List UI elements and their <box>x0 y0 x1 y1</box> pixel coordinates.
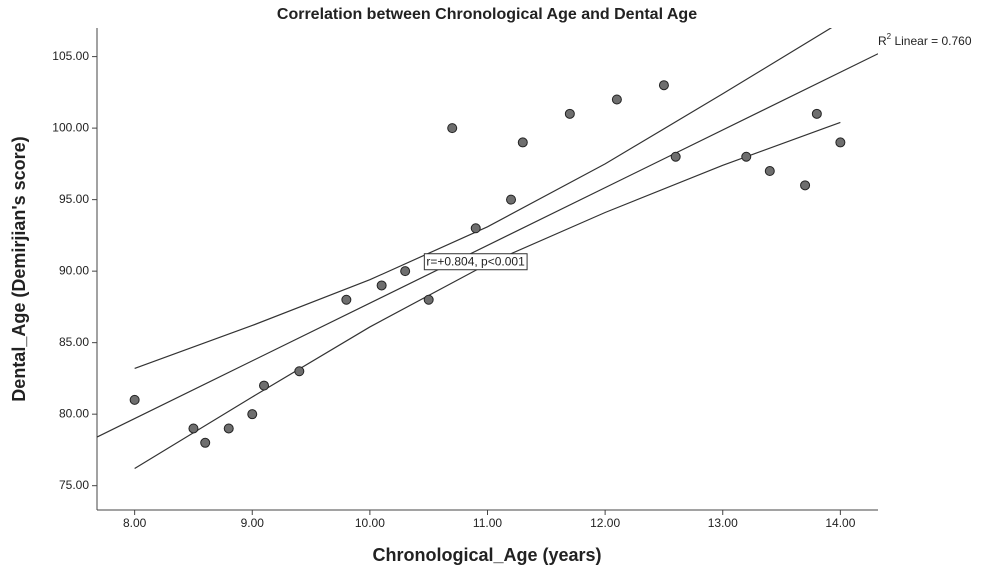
point <box>341 294 352 305</box>
point <box>611 94 622 105</box>
point <box>259 380 270 391</box>
r2-base: R <box>878 34 887 48</box>
point <box>811 108 822 119</box>
point <box>564 108 575 119</box>
point <box>423 294 434 305</box>
y-tick-label: 100.00 <box>52 120 89 134</box>
y-tick-label: 95.00 <box>59 192 89 206</box>
x-tick-label: 14.00 <box>825 516 855 530</box>
point <box>188 423 199 434</box>
x-tick-label: 10.00 <box>355 516 385 530</box>
point <box>400 266 411 277</box>
r2-rest: Linear = 0.760 <box>891 34 972 48</box>
ci-upper-line <box>134 28 833 369</box>
annotation-box <box>423 253 528 271</box>
point <box>658 80 669 91</box>
x-tick-label: 13.00 <box>708 516 738 530</box>
r2-sup: 2 <box>887 32 892 41</box>
r2-label: R2 Linear = 0.760 <box>878 32 972 48</box>
x-tick-label: 12.00 <box>590 516 620 530</box>
point <box>517 137 528 148</box>
point <box>294 366 305 377</box>
point <box>200 437 211 448</box>
point <box>835 137 846 148</box>
point <box>447 123 458 134</box>
y-tick-label: 90.00 <box>59 263 89 277</box>
x-axis-label: Chronological_Age (years) <box>372 545 601 565</box>
x-tick-label: 11.00 <box>473 516 502 530</box>
point <box>670 151 681 162</box>
y-tick-label: 80.00 <box>59 406 89 420</box>
x-tick-label: 8.00 <box>123 516 147 530</box>
y-axis-label: Dental_Age (Demirjian's score) <box>9 136 29 401</box>
fit-line <box>97 53 878 438</box>
y-tick-label: 75.00 <box>59 478 89 492</box>
plot-lines <box>97 28 878 470</box>
point <box>506 194 517 205</box>
point <box>741 151 752 162</box>
x-tick-label: 9.00 <box>241 516 265 530</box>
point <box>376 280 387 291</box>
y-tick-label: 85.00 <box>59 335 89 349</box>
point <box>800 180 811 191</box>
y-tick-label: 105.00 <box>52 49 89 63</box>
point <box>129 394 140 405</box>
point <box>247 409 258 420</box>
point <box>764 166 775 177</box>
chart-title: Correlation between Chronological Age an… <box>277 6 697 23</box>
ci-lower-line <box>134 121 841 470</box>
annotation: r=+0.804, p<0.001 <box>426 255 525 269</box>
point <box>223 423 234 434</box>
point <box>470 223 481 234</box>
